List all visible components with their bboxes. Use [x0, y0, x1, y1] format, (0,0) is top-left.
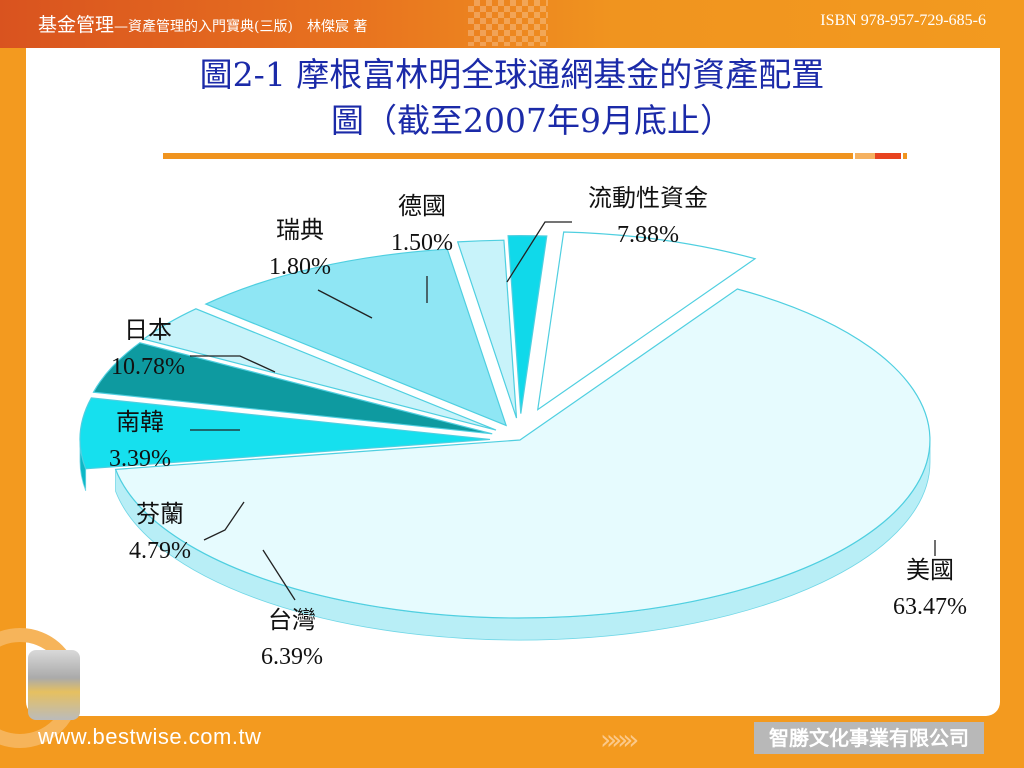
slide-title: 圖2-1 摩根富林明全球通網基金的資產配置 圖（截至2007年9月底止） [0, 52, 1024, 144]
slice-label-3: 南韓 [116, 409, 164, 436]
slice-value-7: 7.88% [617, 222, 679, 248]
pie-slice-5 [456, 239, 518, 419]
slice-label-0: 美國 [906, 557, 954, 584]
pie-slice-4 [204, 248, 508, 427]
slice-label-4: 日本 [124, 317, 172, 344]
pie-slice-2 [92, 342, 493, 435]
leader-line-2 [203, 501, 245, 541]
leader-line-7 [506, 221, 572, 283]
pie-leader-lines [190, 221, 936, 601]
publisher-badge: 智勝文化事業有限公司 [754, 722, 984, 754]
leader-line-1 [262, 549, 296, 601]
book-title: 基金管理—資產管理的入門寶典(三版) 林傑宸 著 [38, 10, 367, 37]
website-link[interactable]: www.bestwise.com.tw [38, 724, 262, 749]
coin-decoration [0, 628, 90, 748]
book-subtitle: —資產管理的入門寶典(三版) 林傑宸 著 [114, 19, 368, 35]
pie-slice-1 [79, 397, 491, 470]
slice-label-2: 芬蘭 [136, 501, 184, 528]
leader-line-5 [317, 289, 373, 319]
slice-value-6: 1.50% [391, 230, 453, 256]
slice-label-7: 流動性資金 [588, 185, 708, 212]
slide-title-line1: 圖2-1 摩根富林明全球通網基金的資產配置 [199, 55, 825, 94]
isbn: ISBN 978-957-729-685-6 [820, 12, 986, 29]
slice-value-5: 1.80% [269, 254, 331, 280]
pie-slice-3 [142, 308, 497, 431]
slice-label-6: 德國 [398, 193, 446, 220]
slice-label-1: 台灣 [268, 607, 316, 634]
pie-slice-7 [536, 231, 757, 411]
slice-value-0: 63.47% [893, 594, 967, 620]
pie-slice-6 [507, 235, 548, 414]
arrow-decoration: »»» [600, 723, 639, 756]
book-title-main: 基金管理 [38, 14, 115, 36]
pie-labels: 美國 63.47% 台灣 6.39% 芬蘭 4.79% 南韓 3.39% 日本 10.78% 瑞典 1… [109, 185, 967, 670]
header-pattern [468, 0, 548, 46]
slice-value-3: 3.39% [109, 446, 171, 472]
pie-tops [79, 231, 931, 619]
leader-line-4 [190, 355, 276, 373]
slice-value-2: 4.79% [129, 538, 191, 564]
slice-value-4: 10.78% [111, 354, 185, 380]
slice-value-1: 6.39% [261, 644, 323, 670]
top-bar [0, 0, 1024, 48]
slide-title-line2: 圖（截至2007年9月底止） [331, 101, 733, 140]
slice-label-5: 瑞典 [276, 217, 324, 244]
title-rule [163, 153, 907, 159]
pie-slice-0 [114, 288, 931, 619]
